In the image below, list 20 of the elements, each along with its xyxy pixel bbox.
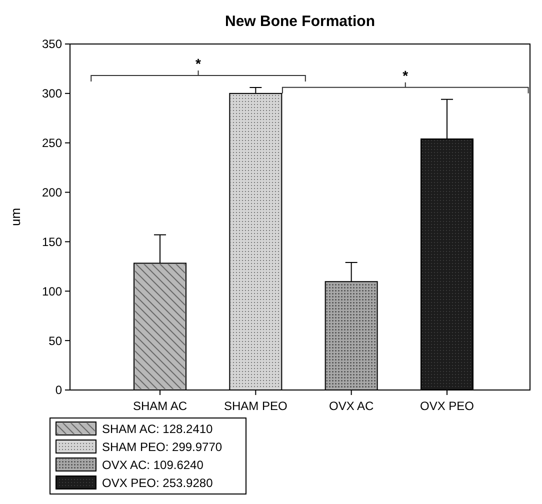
y-tick-label: 350 — [42, 37, 62, 52]
y-tick-label: 100 — [42, 284, 62, 298]
x-tick-label: OVX PEO — [420, 399, 474, 413]
y-tick-label: 150 — [42, 234, 62, 249]
y-tick-label: 200 — [42, 185, 62, 200]
y-tick-label: 50 — [48, 334, 62, 348]
legend-label: SHAM PEO: 299.9770 — [102, 440, 222, 454]
x-tick-label: OVX AC — [328, 399, 374, 413]
annotation: * — [196, 55, 202, 72]
y-axis-title: um — [8, 208, 23, 226]
chart-title: New Bone Formation — [224, 13, 376, 30]
x-tick-label: SHAM PEO — [224, 399, 288, 413]
legend-label: OVX AC: 109.6240 — [102, 458, 204, 472]
y-tick-label: 300 — [42, 86, 62, 101]
y-tick-label: 250 — [42, 136, 62, 150]
legend-label: SHAM AC: 128.2410 — [102, 422, 214, 436]
x-tick-label: SHAM AC — [132, 399, 188, 413]
y-tick-label: 0 — [55, 383, 62, 398]
legend-label: OVX PEO: 253.9280 — [102, 476, 214, 490]
annotation: * — [402, 67, 409, 84]
